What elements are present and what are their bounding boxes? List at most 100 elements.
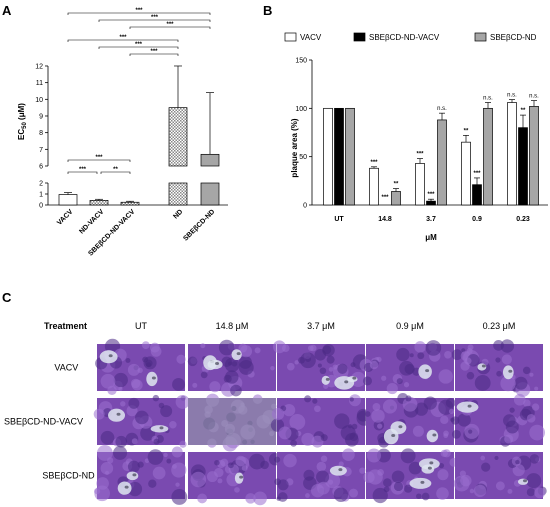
chart-b-legend-label: SBEβCD-ND-VACV (369, 33, 440, 42)
chart-a-bar-3-upper (168, 107, 188, 167)
micrograph-cell (274, 448, 366, 502)
micrograph-cell (364, 393, 456, 448)
chart-b-legend-swatch (353, 32, 366, 42)
chart-a-ytick-label: 2 (39, 181, 43, 188)
micrograph-cell (359, 340, 454, 395)
chart-b-legend-swatch (284, 32, 297, 42)
chart-b-bar (391, 191, 401, 206)
chart-b-sig-label: n.s. (483, 96, 493, 102)
chart-b-sig-label: *** (370, 160, 378, 166)
chart-a-sig-bracket (129, 26, 211, 29)
chart-b-xlabel: μM (425, 233, 437, 242)
row-label: SBEβCD-ND (42, 471, 95, 481)
chart-b-sig-label: n.s. (529, 94, 539, 100)
chart-b-sig-label: *** (416, 152, 424, 158)
chart-b-ytick-label: 50 (299, 154, 307, 161)
chart-b-bar (345, 107, 355, 206)
panel-label-b: B (263, 3, 272, 18)
micrograph-cell (363, 448, 459, 504)
chart-b-bar (483, 107, 493, 206)
chart-a-sig-bracket (129, 53, 179, 56)
chart-a-ylabel: EC50 (μM) (17, 103, 28, 140)
chart-b-bar (437, 119, 447, 206)
chart-a-bar-2 (120, 201, 140, 206)
chart-b-bar (426, 200, 436, 206)
micrograph-cell (188, 393, 277, 452)
chart-a-ytick-label: 6 (39, 164, 43, 171)
treatment-header: Treatment (44, 321, 87, 331)
chart-b-bar (461, 141, 471, 206)
micrograph-cell (451, 393, 546, 447)
chart-b-category-label: 3.7 (426, 216, 436, 223)
micrograph-cell (453, 452, 547, 499)
chart-a-category-label: SBEβCD-ND (182, 208, 216, 242)
chart-a-category-label: VACV (56, 208, 75, 227)
chart-b-bar (415, 163, 425, 206)
micrograph-cell (187, 339, 276, 397)
column-header: 3.7 μM (307, 321, 335, 331)
chart-a-sig-label: *** (166, 22, 174, 28)
chart-a-sig-label: ** (113, 167, 118, 173)
chart-b-bar (323, 107, 333, 206)
chart-a-bar-3 (168, 182, 188, 206)
chart-a-bar-0 (58, 194, 78, 206)
chart-b-sig-label: ** (521, 108, 526, 114)
chart-b-bar (529, 106, 539, 206)
chart-b-legend-label: VACV (300, 33, 322, 42)
chart-a-sig-label: *** (150, 49, 158, 55)
chart-a-bar-1 (89, 200, 109, 206)
chart-a-category-label: ND (172, 208, 184, 220)
chart-a-sig-bracket (67, 159, 131, 162)
chart-a-sig-bracket (100, 171, 131, 174)
column-header: UT (135, 321, 147, 331)
chart-a-ytick-label: 1 (39, 192, 43, 199)
panel-label-a: A (2, 3, 12, 18)
column-header: 0.9 μM (396, 321, 424, 331)
chart-b-ytick-label: 0 (303, 203, 307, 210)
panel-label-c: C (2, 290, 12, 305)
chart-a-sig-label: *** (135, 8, 143, 14)
chart-b-sig-label: ** (464, 128, 469, 134)
chart-a-ytick-label: 10 (35, 97, 43, 104)
chart-b-bar (472, 184, 482, 206)
chart-b-sig-label: *** (473, 171, 481, 177)
micrograph-cell (270, 394, 372, 448)
chart-b-sig-label: n.s. (437, 106, 447, 112)
chart-b-category-label: UT (334, 216, 344, 223)
chart-a-bar-4-upper (200, 153, 220, 167)
chart-a-bar-4 (200, 182, 220, 206)
chart-a-sig-bracket (67, 39, 179, 42)
chart-a-sig-bracket (67, 12, 211, 15)
chart-a-sig-label: *** (119, 35, 127, 41)
chart-a-ytick-label: 0 (39, 203, 43, 210)
chart-b-sig-label: *** (381, 195, 389, 201)
chart-b-bar (369, 167, 379, 206)
micrograph-cell (93, 394, 190, 448)
chart-b-category-label: 0.9 (472, 216, 482, 223)
chart-b-ytick-label: 150 (295, 58, 307, 65)
chart-b-category-label: 14.8 (378, 216, 392, 223)
chart-b-ylabel: plaque area (%) (290, 118, 299, 177)
micrograph-cell (95, 338, 186, 395)
chart-b-legend-label: SBEβCD-ND (490, 33, 537, 42)
chart-a-sig-bracket (67, 171, 98, 174)
chart-a-sig-label: *** (79, 167, 87, 173)
chart-b-bar (507, 102, 517, 206)
chart-a-sig-bracket (98, 19, 211, 22)
chart-a-sig-label: *** (135, 42, 143, 48)
row-label: VACV (54, 363, 78, 373)
image-grid: Treatment UT 14.8 μM 3.7 μM 0.9 μM 0.23 μM VAC… (4, 321, 547, 506)
micrograph-cell (451, 339, 543, 397)
chart-b-sig-label: ** (394, 182, 399, 188)
chart-b-legend-swatch (474, 32, 487, 42)
micrograph-cell (94, 445, 188, 505)
chart-a-sig-label: *** (151, 15, 159, 21)
row-label: SBEβCD-ND-VACV (4, 417, 83, 427)
column-header: 0.23 μM (483, 321, 516, 331)
column-header: 14.8 μM (216, 321, 249, 331)
chart-a-ytick-label: 9 (39, 113, 43, 120)
chart-b-category-label: 0.23 (516, 216, 530, 223)
chart-b-sig-label: n.s. (507, 93, 517, 99)
